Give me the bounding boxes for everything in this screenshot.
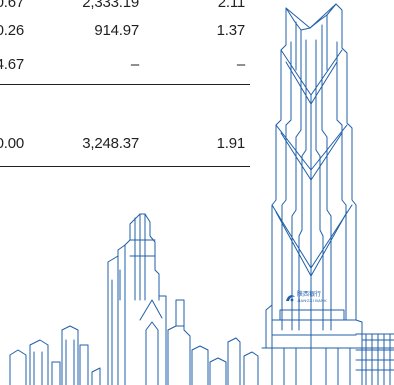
table-row: 0.00 3,248.37 1.91	[0, 134, 250, 154]
table-cell: –	[236, 56, 245, 73]
table-cell: 1.91	[216, 135, 246, 152]
table-cell: 2,333.19	[82, 0, 139, 11]
table-divider	[0, 84, 250, 85]
table-cell: –	[130, 56, 139, 73]
table-cell: 0.67	[0, 0, 24, 11]
bank-sign-en: JIANGXI BANK	[297, 298, 327, 303]
table-cell: 3,248.37	[82, 135, 139, 152]
skyline-lines	[10, 4, 394, 385]
bank-sign: 陕西银行 JIANGXI BANK	[285, 291, 339, 305]
bank-sign-cn: 陕西银行	[297, 291, 322, 298]
table-divider	[0, 166, 250, 167]
table-cell: 4.67	[0, 56, 24, 73]
table-row: 0.26 914.97 1.37	[0, 21, 250, 41]
table-cell: 914.97	[94, 22, 139, 39]
table-row: 0.67 2,333.19 2.11	[0, 0, 250, 13]
bank-logo-icon	[286, 295, 295, 302]
table-cell: 2.11	[217, 0, 245, 11]
table-row: 4.67 – –	[0, 55, 250, 75]
table-cell: 0.00	[0, 135, 24, 152]
table-cell: 0.26	[0, 22, 24, 39]
table-cell: 1.37	[216, 22, 246, 39]
